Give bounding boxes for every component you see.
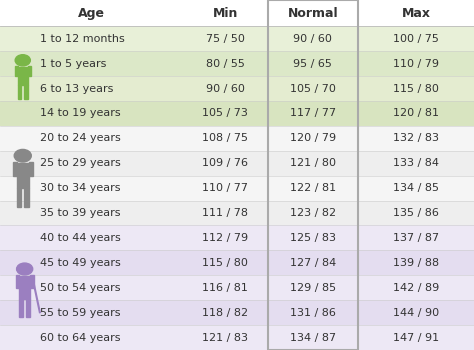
Text: 95 / 65: 95 / 65 <box>293 58 332 69</box>
Text: 115 / 80: 115 / 80 <box>202 258 248 268</box>
Circle shape <box>14 149 31 162</box>
Text: 147 / 91: 147 / 91 <box>393 332 439 343</box>
Text: 120 / 81: 120 / 81 <box>393 108 439 118</box>
Text: 135 / 86: 135 / 86 <box>393 208 439 218</box>
Text: 55 to 59 years: 55 to 59 years <box>40 308 121 318</box>
Text: 127 / 84: 127 / 84 <box>290 258 336 268</box>
Text: 6 to 13 years: 6 to 13 years <box>40 84 114 93</box>
Text: 100 / 75: 100 / 75 <box>393 34 439 44</box>
Text: Max: Max <box>401 7 430 20</box>
Text: 123 / 82: 123 / 82 <box>290 208 336 218</box>
Text: Normal: Normal <box>288 7 338 20</box>
Text: 90 / 60: 90 / 60 <box>293 34 332 44</box>
Text: 110 / 77: 110 / 77 <box>202 183 248 193</box>
Text: 133 / 84: 133 / 84 <box>393 158 439 168</box>
Text: 118 / 82: 118 / 82 <box>202 308 248 318</box>
Text: 14 to 19 years: 14 to 19 years <box>40 108 121 118</box>
Bar <box>0 300 474 325</box>
Text: 121 / 83: 121 / 83 <box>202 332 248 343</box>
Text: 129 / 85: 129 / 85 <box>290 283 336 293</box>
Bar <box>18 85 21 99</box>
Text: 60 to 64 years: 60 to 64 years <box>40 332 121 343</box>
Text: 90 / 60: 90 / 60 <box>206 84 245 93</box>
Bar <box>19 276 30 299</box>
Text: 137 / 87: 137 / 87 <box>393 233 439 243</box>
Text: 80 / 55: 80 / 55 <box>206 58 245 69</box>
Text: 117 / 77: 117 / 77 <box>290 108 336 118</box>
Text: 112 / 79: 112 / 79 <box>202 233 248 243</box>
Text: 131 / 86: 131 / 86 <box>290 308 336 318</box>
Text: 121 / 80: 121 / 80 <box>290 158 336 168</box>
Bar <box>0 101 474 126</box>
Circle shape <box>17 263 33 275</box>
Text: 122 / 81: 122 / 81 <box>290 183 336 193</box>
Bar <box>30 275 34 288</box>
Circle shape <box>15 55 30 66</box>
Text: 109 / 76: 109 / 76 <box>202 158 248 168</box>
Text: 50 to 54 years: 50 to 54 years <box>40 283 121 293</box>
Text: 142 / 89: 142 / 89 <box>393 283 439 293</box>
Text: Min: Min <box>212 7 238 20</box>
Text: 125 / 83: 125 / 83 <box>290 233 336 243</box>
Bar <box>0 76 474 101</box>
Text: 45 to 49 years: 45 to 49 years <box>40 258 121 268</box>
Bar <box>24 85 28 99</box>
Bar <box>26 299 30 317</box>
Text: 144 / 90: 144 / 90 <box>393 308 439 318</box>
Text: 25 to 29 years: 25 to 29 years <box>40 158 121 168</box>
Text: 35 to 39 years: 35 to 39 years <box>40 208 121 218</box>
Bar <box>0 151 474 176</box>
Bar <box>0 51 474 76</box>
Text: 139 / 88: 139 / 88 <box>393 258 439 268</box>
Text: 1 to 12 months: 1 to 12 months <box>40 34 125 44</box>
Text: 134 / 85: 134 / 85 <box>393 183 439 193</box>
Text: 111 / 78: 111 / 78 <box>202 208 248 218</box>
Bar <box>13 162 17 176</box>
Bar <box>17 163 29 188</box>
Bar <box>15 65 18 76</box>
Bar <box>0 250 474 275</box>
Text: 110 / 79: 110 / 79 <box>393 58 439 69</box>
Text: 116 / 81: 116 / 81 <box>202 283 248 293</box>
Text: 40 to 44 years: 40 to 44 years <box>40 233 121 243</box>
Bar <box>0 0 474 26</box>
Bar <box>0 176 474 201</box>
Bar <box>0 26 474 51</box>
Text: 105 / 70: 105 / 70 <box>290 84 336 93</box>
Text: 1 to 5 years: 1 to 5 years <box>40 58 107 69</box>
Bar <box>0 275 474 300</box>
Text: 20 to 24 years: 20 to 24 years <box>40 133 121 143</box>
Text: 134 / 87: 134 / 87 <box>290 332 336 343</box>
Bar <box>19 299 23 317</box>
Bar <box>28 65 31 76</box>
Bar <box>0 325 474 350</box>
Bar <box>0 225 474 250</box>
Text: 105 / 73: 105 / 73 <box>202 108 248 118</box>
Text: 108 / 75: 108 / 75 <box>202 133 248 143</box>
Bar <box>18 67 28 85</box>
Bar <box>16 275 19 288</box>
Text: 75 / 50: 75 / 50 <box>206 34 245 44</box>
Text: 30 to 34 years: 30 to 34 years <box>40 183 121 193</box>
Text: 132 / 83: 132 / 83 <box>393 133 439 143</box>
Bar <box>0 126 474 151</box>
Text: Age: Age <box>78 7 105 20</box>
Bar <box>0 201 474 225</box>
Bar <box>24 188 29 207</box>
Bar <box>268 0 358 350</box>
Text: 115 / 80: 115 / 80 <box>393 84 439 93</box>
Text: 120 / 79: 120 / 79 <box>290 133 336 143</box>
Bar <box>29 162 33 176</box>
Bar <box>17 188 21 207</box>
